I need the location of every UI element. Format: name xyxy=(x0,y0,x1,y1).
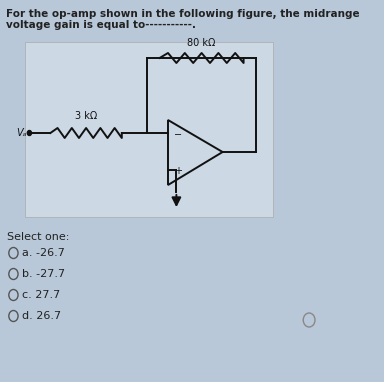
Circle shape xyxy=(9,311,18,322)
Text: b. -27.7: b. -27.7 xyxy=(22,269,65,279)
Circle shape xyxy=(9,248,18,259)
Circle shape xyxy=(9,290,18,301)
Text: a. -26.7: a. -26.7 xyxy=(22,248,65,258)
Text: +: + xyxy=(174,166,182,176)
Text: c. 27.7: c. 27.7 xyxy=(22,290,60,300)
Text: voltage gain is equal to-----------.: voltage gain is equal to-----------. xyxy=(6,20,196,30)
Text: −: − xyxy=(174,130,182,140)
Text: Select one:: Select one: xyxy=(7,232,69,242)
Text: d. 26.7: d. 26.7 xyxy=(22,311,61,321)
Text: 80 kΩ: 80 kΩ xyxy=(187,38,216,48)
FancyBboxPatch shape xyxy=(25,42,273,217)
Text: For the op-amp shown in the following figure, the midrange: For the op-amp shown in the following fi… xyxy=(6,9,359,19)
Text: Vₐ: Vₐ xyxy=(17,128,27,138)
Circle shape xyxy=(27,131,31,136)
Circle shape xyxy=(9,269,18,280)
Text: 3 kΩ: 3 kΩ xyxy=(75,111,97,121)
